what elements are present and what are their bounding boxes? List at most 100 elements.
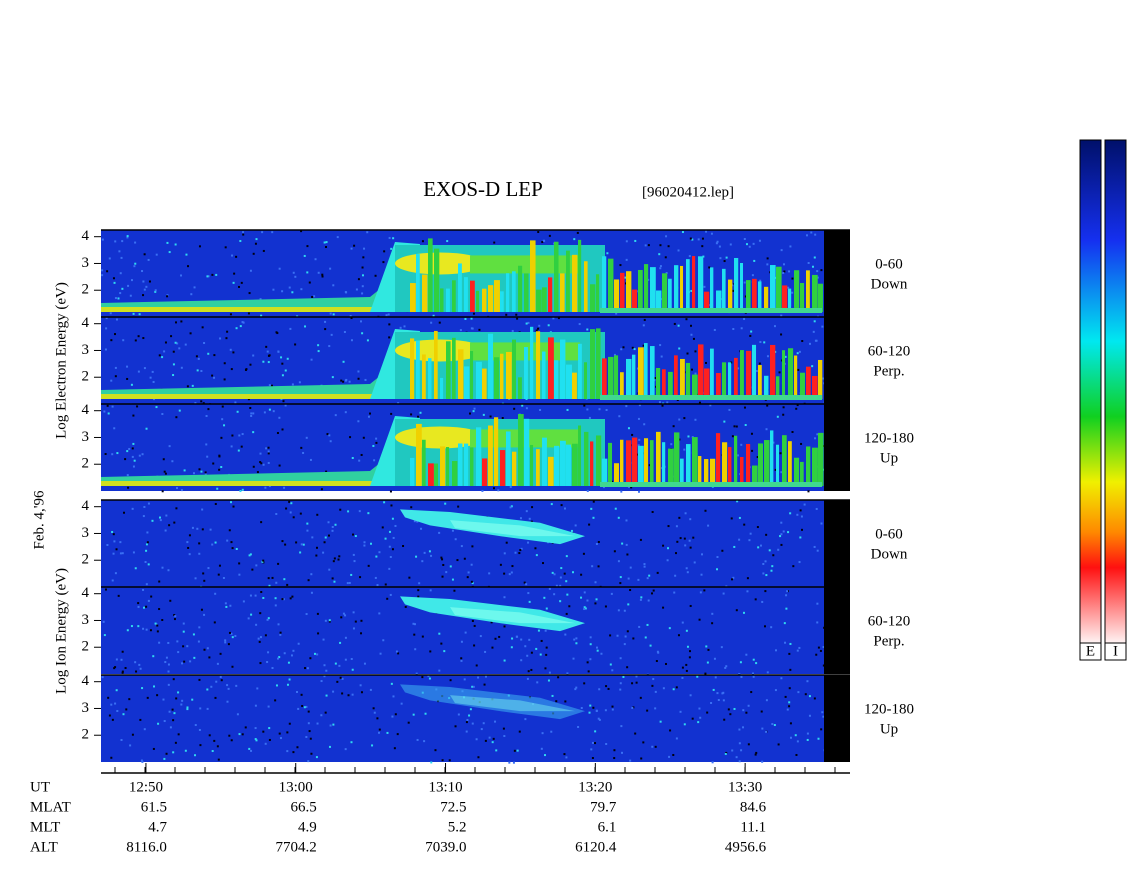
noise [606,252,609,255]
noise [348,581,351,584]
stripe [674,355,678,399]
noise [323,675,326,678]
noise [694,350,697,353]
noise [281,362,284,365]
noise [617,560,620,563]
stripe [788,441,792,486]
stripe [566,250,570,312]
noise [110,339,113,342]
noise [759,544,762,547]
panel-background [101,675,824,762]
title: EXOS-D LEP [423,177,543,201]
noise [126,474,129,477]
noise [184,343,187,346]
noise [594,581,597,584]
noise [391,548,394,551]
noise [395,650,398,653]
noise [268,384,271,387]
noise [402,545,405,548]
spectrogram-panel [101,499,850,589]
noise [129,294,132,297]
noise [101,274,104,277]
noise [119,272,122,275]
noise [277,623,280,626]
stripe [644,343,648,399]
noise [703,589,706,592]
noise [388,236,391,239]
stripe [800,282,805,312]
noise [278,464,281,467]
noise [114,240,117,243]
noise [320,680,323,683]
noise [359,320,362,323]
stripe [422,354,426,399]
noise [547,324,550,327]
noise [813,256,816,259]
noise [283,578,286,581]
noise [542,562,545,565]
noise [580,596,583,599]
noise [305,705,308,708]
noise [809,342,812,345]
noise [765,574,768,577]
noise [659,344,662,347]
stripe [488,425,493,486]
noise [759,341,762,344]
stripe [500,353,504,399]
stripe [620,272,625,312]
noise [815,653,818,656]
noise [545,607,548,610]
noise [511,329,514,332]
noise [664,256,667,259]
y-tick-label: 4 [82,402,90,418]
noise [540,639,543,642]
noise [256,687,259,690]
noise [211,273,214,276]
noise [440,642,443,645]
noise [286,683,289,686]
noise [101,269,104,272]
noise [219,337,222,340]
noise [291,595,294,598]
stripe [668,278,672,312]
noise [586,661,589,664]
noise [444,502,447,505]
noise [126,629,129,632]
noise [280,356,283,359]
noise [359,576,362,579]
noise [565,555,568,558]
noise [124,666,127,669]
noise [172,719,175,722]
noise [116,452,119,455]
stripe [656,368,661,399]
noise [755,662,758,665]
noise [274,699,277,702]
noise [332,560,335,563]
noise [683,537,686,540]
noise [198,678,201,681]
stripe [482,288,487,312]
stripe [710,458,716,486]
noise [473,624,476,627]
noise [309,737,312,740]
noise [242,321,245,324]
noise [342,380,345,383]
noise [138,663,141,666]
ephemeris-value: 4.9 [298,819,317,835]
stripe [686,259,690,312]
noise [379,652,382,655]
noise [784,695,787,698]
noise [634,732,637,735]
noise [573,238,576,241]
noise [297,642,300,645]
noise [131,733,134,736]
noise [267,450,270,453]
noise [254,704,257,707]
noise [711,761,714,764]
noise [187,546,190,549]
noise [620,490,623,493]
noise [421,676,424,679]
noise [146,531,149,534]
stripe [656,431,661,486]
noise [471,685,474,688]
